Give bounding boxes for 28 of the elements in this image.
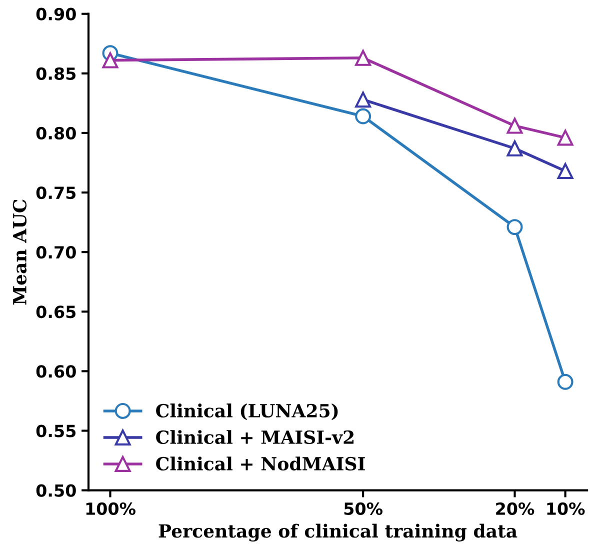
x-tick-label: 50% (344, 502, 382, 515)
y-tick-label: 0.85 (36, 67, 76, 80)
point (557, 374, 574, 390)
point (557, 130, 574, 146)
point (506, 219, 523, 236)
x-tick-label: 20% (496, 502, 534, 515)
x-tick-label: 100% (86, 502, 136, 515)
y-tick-label: 0.80 (36, 126, 76, 140)
y-tick-label: 0.75 (36, 186, 76, 200)
point (506, 118, 523, 134)
legend-label: Clinical (LUNA25) (156, 404, 338, 420)
point (355, 50, 372, 66)
point (557, 163, 574, 180)
legend-label: Clinical + NodMAISI (156, 456, 365, 471)
y-tick-label: 0.50 (36, 484, 76, 497)
legend-label: Clinical + MAISI-v2 (156, 430, 354, 444)
x-tick-label: 10% (547, 502, 585, 515)
point (102, 52, 118, 68)
point (355, 108, 372, 124)
y-tick-label: 0.90 (36, 8, 76, 20)
point (506, 140, 523, 156)
y-tick-label: 0.60 (36, 365, 76, 378)
x-axis-title: Percentage of clinical training data (158, 524, 518, 542)
y-tick-label: 0.55 (36, 424, 76, 438)
y-tick-label: 0.65 (36, 306, 76, 318)
point (355, 92, 372, 108)
y-tick-label: 0.70 (36, 246, 76, 259)
y-axis-title: Mean AUC (12, 200, 27, 305)
